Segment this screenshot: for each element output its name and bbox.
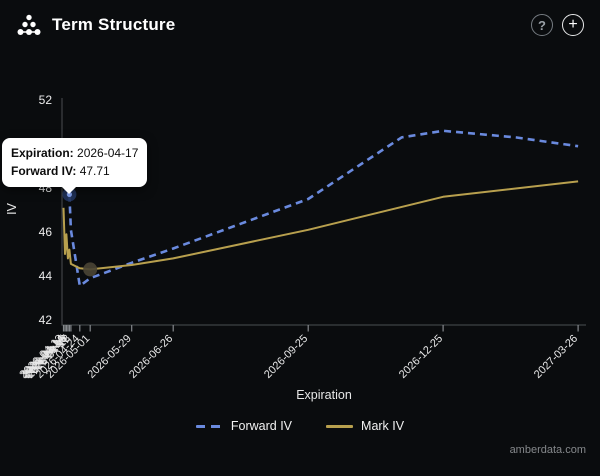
- help-button[interactable]: ?: [531, 14, 553, 36]
- y-tick-label: 42: [39, 313, 53, 327]
- hover-tooltip: Expiration: 2026-04-17 Forward IV: 47.71: [2, 138, 148, 194]
- question-mark-icon: ?: [538, 17, 546, 33]
- amberdata-logo-icon: [17, 14, 41, 35]
- forward-iv-line-sample-icon: [195, 424, 223, 428]
- y-tick-label: 52: [39, 93, 53, 107]
- legend-label-mark-iv: Mark IV: [361, 419, 405, 433]
- add-button[interactable]: +: [562, 14, 584, 36]
- series-line-mark-iv: [62, 180, 579, 271]
- tooltip-expiration-row: Expiration: 2026-04-17: [11, 146, 139, 160]
- page-title: Term Structure: [52, 15, 176, 34]
- x-tick-label: 2026-05-29: [86, 333, 134, 381]
- y-tick-label: 44: [39, 269, 53, 283]
- header-actions: ? +: [531, 14, 584, 36]
- header: Term Structure ? +: [0, 0, 600, 50]
- legend-item-mark-iv[interactable]: Mark IV: [326, 419, 404, 433]
- plus-icon: +: [568, 16, 578, 33]
- y-tick-label: 46: [39, 225, 53, 239]
- x-tick-label: 2026-12-25: [397, 333, 445, 381]
- x-tick-label: 2026-09-25: [262, 333, 310, 381]
- x-tick-label: 2027-03-26: [532, 333, 580, 381]
- mark-iv-line-sample-icon: [326, 424, 354, 428]
- hover-point-halo-mark-iv: [83, 262, 98, 277]
- x-tick-label: 2026-06-26: [127, 333, 175, 381]
- legend-item-forward-iv[interactable]: Forward IV: [195, 419, 293, 433]
- legend-label-forward-iv: Forward IV: [230, 419, 293, 433]
- y-axis-title: IV: [4, 203, 19, 215]
- axis-lines: [61, 98, 586, 326]
- legend: Forward IV Mark IV: [0, 419, 600, 433]
- watermark: amberdata.com: [509, 444, 586, 456]
- tooltip-forward-iv-row: Forward IV: 47.71: [11, 164, 110, 178]
- x-axis-title: Expiration: [296, 388, 352, 402]
